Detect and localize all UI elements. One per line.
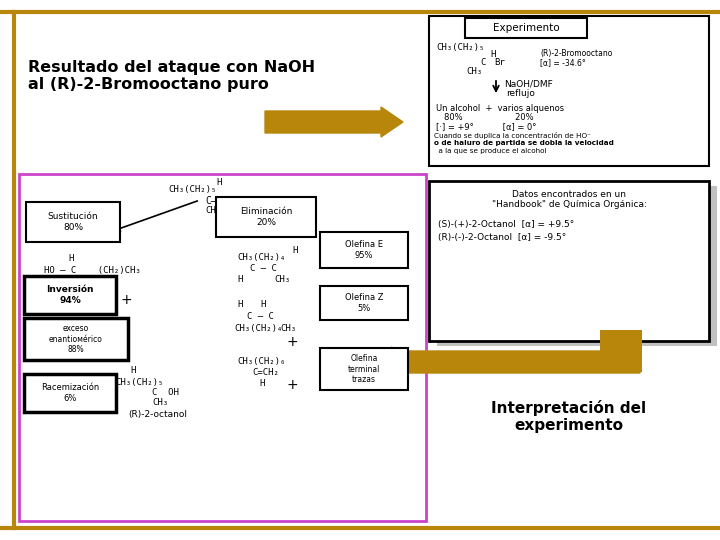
Text: C  OH: C OH bbox=[152, 388, 179, 397]
Text: Olefina Z
5%: Olefina Z 5% bbox=[345, 293, 383, 313]
Text: (S)-(+)-2-Octanol  [α] = +9.5°: (S)-(+)-2-Octanol [α] = +9.5° bbox=[438, 220, 575, 229]
FancyBboxPatch shape bbox=[26, 202, 120, 242]
Text: CH₃: CH₃ bbox=[72, 277, 88, 286]
Text: Resultado del ataque con NaOH
al (R)-2-Bromooctano puro: Resultado del ataque con NaOH al (R)-2-B… bbox=[28, 60, 315, 92]
Text: NaOH/DMF: NaOH/DMF bbox=[504, 79, 553, 89]
Text: CH₃(CH₂)₅: CH₃(CH₂)₅ bbox=[168, 185, 217, 194]
Text: o de haluro de partida se dobla la velocidad: o de haluro de partida se dobla la veloc… bbox=[434, 140, 614, 146]
Text: H: H bbox=[237, 275, 243, 284]
Text: H: H bbox=[216, 178, 221, 187]
FancyBboxPatch shape bbox=[465, 18, 587, 38]
FancyBboxPatch shape bbox=[437, 186, 717, 346]
Text: H: H bbox=[130, 366, 135, 375]
Text: "Handbook" de Química Orgánica:: "Handbook" de Química Orgánica: bbox=[492, 200, 647, 209]
FancyBboxPatch shape bbox=[320, 232, 408, 268]
Text: CH₃(CH₂)₆: CH₃(CH₂)₆ bbox=[237, 357, 285, 366]
FancyBboxPatch shape bbox=[320, 286, 408, 320]
Text: C: C bbox=[480, 58, 485, 67]
Text: H: H bbox=[68, 254, 73, 263]
Text: Interpretación del
experimento: Interpretación del experimento bbox=[492, 400, 647, 434]
Text: Un alcohol  +  varios alquenos: Un alcohol + varios alquenos bbox=[436, 104, 564, 113]
Text: 80%                    20%: 80% 20% bbox=[444, 113, 534, 122]
Text: (R)-2-octanol: (R)-2-octanol bbox=[128, 410, 187, 419]
FancyArrow shape bbox=[265, 107, 403, 137]
Text: +: + bbox=[286, 335, 298, 349]
Text: H: H bbox=[260, 300, 266, 309]
Text: (S)-2-octanol: (S)-2-octanol bbox=[55, 288, 114, 297]
Text: [α] = -34.6°: [α] = -34.6° bbox=[540, 58, 586, 67]
Text: Datos encontrados en un: Datos encontrados en un bbox=[512, 190, 626, 199]
Text: Br: Br bbox=[494, 58, 505, 67]
FancyBboxPatch shape bbox=[19, 174, 426, 521]
FancyBboxPatch shape bbox=[24, 318, 128, 360]
Text: +: + bbox=[286, 378, 298, 392]
Text: CH₃: CH₃ bbox=[205, 206, 221, 215]
FancyBboxPatch shape bbox=[429, 16, 709, 166]
Text: CH₃: CH₃ bbox=[274, 275, 290, 284]
FancyBboxPatch shape bbox=[320, 348, 408, 390]
Text: H: H bbox=[292, 246, 297, 255]
Text: C–Br: C–Br bbox=[205, 196, 228, 206]
Text: C=CH₂: C=CH₂ bbox=[252, 368, 279, 377]
Text: CH₃(CH₂)₄: CH₃(CH₂)₄ bbox=[234, 324, 282, 333]
Text: +: + bbox=[120, 293, 132, 307]
Text: Inversión
94%: Inversión 94% bbox=[46, 285, 94, 305]
Text: H: H bbox=[259, 379, 264, 388]
Text: (R)-(-)-2-Octanol  [α] = -9.5°: (R)-(-)-2-Octanol [α] = -9.5° bbox=[438, 233, 566, 242]
Text: Experimento: Experimento bbox=[492, 23, 559, 33]
Text: a la que se produce el alcohol: a la que se produce el alcohol bbox=[434, 148, 546, 154]
FancyBboxPatch shape bbox=[24, 276, 116, 314]
Text: CH₃(CH₂)₄: CH₃(CH₂)₄ bbox=[237, 253, 285, 262]
Text: CH₃: CH₃ bbox=[152, 398, 168, 407]
Text: CH₃(CH₂)₅: CH₃(CH₂)₅ bbox=[115, 378, 163, 387]
Text: Olefina E
95%: Olefina E 95% bbox=[345, 240, 383, 260]
Text: exceso
enantioмérico
88%: exceso enantioмérico 88% bbox=[49, 324, 103, 354]
FancyBboxPatch shape bbox=[216, 197, 316, 237]
Text: [·] = +9°           [α] = 0°: [·] = +9° [α] = 0° bbox=[436, 122, 536, 131]
Text: Olefina
terminal
trazas: Olefina terminal trazas bbox=[348, 354, 380, 384]
Text: Cuando se duplica la concentración de HO⁻: Cuando se duplica la concentración de HO… bbox=[434, 132, 591, 139]
Text: reflujo: reflujo bbox=[506, 89, 535, 98]
Text: Racemización
6%: Racemización 6% bbox=[41, 383, 99, 403]
Text: CH₃(CH₂)₅: CH₃(CH₂)₅ bbox=[436, 43, 485, 52]
Text: Sustitución
80%: Sustitución 80% bbox=[48, 212, 99, 232]
FancyBboxPatch shape bbox=[429, 181, 709, 341]
Text: C – C: C – C bbox=[250, 264, 277, 273]
Text: HO – C    (CH₂)CH₃: HO – C (CH₂)CH₃ bbox=[44, 266, 140, 275]
Text: H: H bbox=[490, 50, 495, 59]
Text: (R)-2-Bromooctano: (R)-2-Bromooctano bbox=[540, 49, 613, 58]
FancyBboxPatch shape bbox=[600, 330, 642, 372]
Text: CH₃: CH₃ bbox=[466, 67, 482, 76]
Text: Eliminación
20%: Eliminación 20% bbox=[240, 207, 292, 227]
Text: CH₃: CH₃ bbox=[280, 324, 296, 333]
Text: H: H bbox=[237, 300, 243, 309]
FancyBboxPatch shape bbox=[24, 374, 116, 412]
Text: C – C: C – C bbox=[247, 312, 274, 321]
FancyArrow shape bbox=[370, 347, 640, 377]
